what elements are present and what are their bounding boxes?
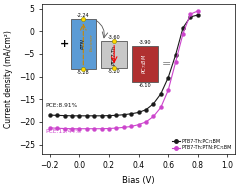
Text: PCE:11.44%: PCE:11.44% bbox=[45, 129, 81, 134]
Text: PCE:8.91%: PCE:8.91% bbox=[45, 103, 78, 108]
Legend: PTB7-Th:PC₇₁BM, PTB7-Th:PTN:PC₇₁BM: PTB7-Th:PC₇₁BM, PTB7-Th:PTN:PC₇₁BM bbox=[171, 138, 232, 151]
Y-axis label: Current density (mA/cm²): Current density (mA/cm²) bbox=[4, 30, 13, 128]
X-axis label: Bias (V): Bias (V) bbox=[122, 176, 155, 185]
